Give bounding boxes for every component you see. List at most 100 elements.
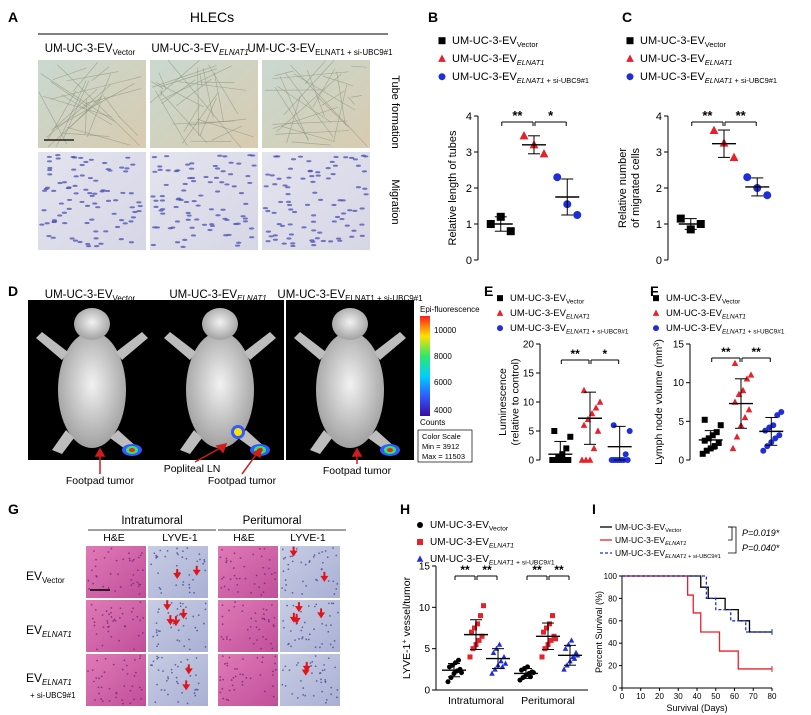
vessel-arrow-marker — [192, 565, 201, 576]
y-tick-label: 0 — [678, 456, 684, 467]
migrated-cell — [159, 199, 166, 202]
nucleus — [221, 577, 223, 580]
y-tick-label: 0 — [656, 255, 662, 267]
data-point — [479, 633, 485, 639]
nucleus — [102, 585, 105, 588]
data-point — [502, 660, 509, 666]
panel-letter-d: D — [8, 283, 18, 299]
nucleus — [259, 674, 262, 676]
nucleus — [222, 576, 225, 579]
tube-segment — [316, 96, 349, 128]
migrated-cell — [363, 193, 369, 196]
nucleus — [225, 635, 228, 638]
data-point — [709, 432, 716, 439]
nucleus — [327, 657, 330, 660]
nucleus — [92, 680, 95, 683]
nucleus — [260, 647, 263, 650]
y-tick-label: 1 — [656, 219, 662, 231]
nucleus — [291, 560, 294, 563]
migrated-cell — [174, 220, 181, 223]
migrated-cell — [57, 214, 63, 217]
nucleus — [281, 683, 284, 686]
chart-c: UM-UC-3-EVVector UM-UC-3-EVELNAT1 UM-UC-3-… — [617, 35, 777, 267]
nucleus — [327, 580, 330, 582]
nucleus — [263, 690, 266, 693]
migrated-cell — [132, 210, 138, 214]
data-point — [760, 447, 767, 454]
nucleus — [321, 551, 323, 553]
mouse-hindlimb — [52, 430, 74, 454]
tube-formation-image-2 — [150, 60, 258, 148]
migrated-cell — [130, 216, 137, 219]
migrated-cell — [41, 209, 47, 212]
nucleus — [272, 625, 275, 628]
nucleus — [101, 700, 104, 702]
nucleus — [157, 572, 159, 575]
nucleus — [175, 676, 178, 679]
migrated-cell — [325, 177, 332, 180]
tube-segment — [183, 105, 200, 133]
nucleus — [274, 655, 277, 658]
data-point — [475, 621, 480, 627]
nucleus — [121, 699, 123, 702]
data-point — [542, 646, 548, 652]
data-point — [626, 428, 633, 434]
nucleus — [96, 648, 98, 651]
migrated-cell — [153, 205, 159, 208]
data-point — [548, 637, 554, 643]
panel-letter-h: H — [400, 501, 410, 517]
nucleus — [332, 646, 334, 649]
migrated-cell — [279, 224, 286, 227]
migrated-cell — [51, 189, 57, 193]
nucleus — [253, 583, 256, 585]
nucleus — [333, 639, 336, 642]
nucleus — [288, 669, 291, 672]
nucleus — [158, 630, 161, 633]
nucleus — [226, 662, 229, 665]
he-stain-image — [86, 600, 146, 652]
nucleus — [101, 644, 104, 647]
data-point — [764, 443, 771, 450]
popliteal-signal-core — [234, 428, 242, 436]
nucleus — [164, 555, 167, 558]
data-point — [478, 613, 483, 619]
nucleus — [188, 591, 191, 594]
migrated-cell — [158, 209, 164, 212]
panel-g-stain-he-2: H&E — [233, 532, 255, 544]
tube-segment — [155, 90, 188, 147]
nucleus — [226, 664, 229, 667]
nucleus — [110, 616, 113, 618]
migrated-cell — [105, 199, 112, 202]
nucleus — [242, 658, 244, 661]
migrated-cell — [61, 181, 68, 184]
migrated-cell — [288, 233, 295, 236]
data-point — [592, 404, 600, 411]
data-point — [778, 409, 785, 416]
data-point — [561, 666, 567, 672]
nucleus — [117, 573, 119, 576]
nucleus — [241, 610, 244, 613]
nucleus — [261, 656, 264, 659]
nucleus — [87, 579, 90, 582]
migrated-cell — [272, 238, 279, 241]
nucleus — [330, 686, 333, 689]
nucleus — [233, 574, 236, 577]
nucleus — [185, 606, 187, 609]
data-point — [550, 613, 555, 619]
nucleus — [137, 585, 140, 588]
nucleus — [221, 548, 224, 551]
nucleus — [256, 656, 259, 659]
nucleus — [100, 686, 103, 689]
nucleus — [195, 657, 198, 659]
nucleus — [274, 578, 277, 581]
nucleus — [228, 689, 231, 692]
legend-label: UM-UC-3-EVELNAT1 — [510, 308, 590, 320]
legend-label: UM-UC-3-EVVector — [666, 293, 741, 305]
nucleus — [157, 656, 160, 659]
nucleus — [252, 553, 255, 556]
migrated-cell — [198, 194, 204, 197]
nucleus — [181, 556, 184, 559]
nucleus — [181, 602, 184, 605]
nucleus — [130, 584, 133, 587]
data-point — [563, 445, 570, 452]
